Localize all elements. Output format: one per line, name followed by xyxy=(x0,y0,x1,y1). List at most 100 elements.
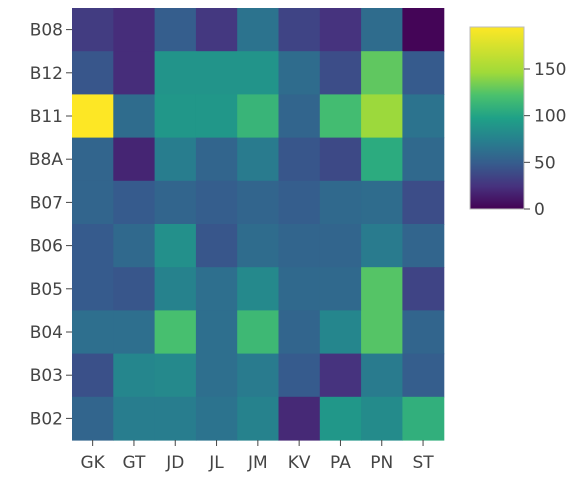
heatmap-cell-b04-st xyxy=(402,310,445,355)
heatmap-cell-b04-jm xyxy=(237,310,280,355)
heatmap-cell-b04-gk xyxy=(72,310,114,355)
heatmap-cell-b03-jd xyxy=(154,353,197,398)
heatmap-cell-b8a-jm xyxy=(237,137,280,182)
x-tick-label: JL xyxy=(208,453,224,473)
heatmap-cell-b8a-jl xyxy=(195,137,238,182)
y-axis: B08 B12 B11 B8A B07 B06 B05 B04 B03 B02 xyxy=(29,21,72,429)
x-tick-label: KV xyxy=(288,453,311,473)
heatmap-cell-b08-jm xyxy=(237,8,280,52)
heatmap-cell-b11-kv xyxy=(278,94,321,139)
y-tick-label: B05 xyxy=(30,280,63,300)
heatmap-cell-b03-pn xyxy=(361,353,403,398)
heatmap-cell-b07-jl xyxy=(195,180,238,225)
heatmap-cell-b07-pa xyxy=(319,180,362,225)
heatmap-cell-b08-pn xyxy=(361,8,403,52)
heatmap-cell-b06-jl xyxy=(195,224,238,268)
heatmap-cell-b11-st xyxy=(402,94,445,139)
heatmap-cell-b12-jd xyxy=(154,51,197,95)
heatmap-cell-b02-jd xyxy=(154,396,197,441)
heatmap-cell-b02-jl xyxy=(195,396,238,441)
heatmap-cell-b08-gt xyxy=(113,8,156,52)
heatmap-cell-b06-jm xyxy=(237,224,280,268)
heatmap-cell-b06-st xyxy=(402,224,445,268)
heatmap-cell-b08-st xyxy=(402,8,445,52)
heatmap-cells xyxy=(72,8,445,441)
heatmap-cell-b8a-kv xyxy=(278,137,321,182)
colorbar-ticks: 0 50 100 150 xyxy=(524,60,566,220)
x-tick-label: GK xyxy=(80,453,105,473)
colorbar-tick-label: 100 xyxy=(534,107,566,127)
heatmap-cell-b08-jl xyxy=(195,8,238,52)
y-tick-label: B06 xyxy=(30,237,63,257)
heatmap-cell-b12-pa xyxy=(319,51,362,95)
heatmap-cell-b05-jl xyxy=(195,267,238,311)
y-tick-label: B07 xyxy=(30,193,63,213)
x-tick-label: JD xyxy=(165,453,184,473)
y-tick-label: B08 xyxy=(30,21,63,41)
x-tick-label: GT xyxy=(122,453,146,473)
heatmap-cell-b11-jd xyxy=(154,94,197,139)
heatmap-cell-b8a-jd xyxy=(154,137,197,182)
heatmap-cell-b07-st xyxy=(402,180,445,225)
heatmap-cell-b07-kv xyxy=(278,180,321,225)
heatmap-cell-b05-jm xyxy=(237,267,280,311)
heatmap-cell-b03-st xyxy=(402,353,445,398)
heatmap-cell-b04-pn xyxy=(361,310,403,355)
y-tick-label: B04 xyxy=(30,323,63,343)
heatmap-cell-b03-jl xyxy=(195,353,238,398)
heatmap-cell-b12-gt xyxy=(113,51,156,95)
heatmap-cell-b8a-gt xyxy=(113,137,156,182)
heatmap-cell-b05-gt xyxy=(113,267,156,311)
x-tick-label: JM xyxy=(247,453,268,473)
heatmap-cell-b06-pn xyxy=(361,224,403,268)
colorbar-tick-label: 50 xyxy=(534,153,556,173)
heatmap-cell-b04-gt xyxy=(113,310,156,355)
heatmap-cell-b11-gt xyxy=(113,94,156,139)
y-tick-label: B03 xyxy=(30,366,63,386)
heatmap-cell-b04-jl xyxy=(195,310,238,355)
heatmap-cell-b8a-gk xyxy=(72,137,114,182)
colorbar-tick-label: 150 xyxy=(534,60,566,80)
heatmap-cell-b12-jl xyxy=(195,51,238,95)
heatmap-cell-b02-st xyxy=(402,396,445,441)
heatmap-cell-b12-jm xyxy=(237,51,280,95)
heatmap-cell-b04-jd xyxy=(154,310,197,355)
x-axis: GK GT JD JL JM KV PA PN ST xyxy=(80,440,434,473)
heatmap-cell-b06-kv xyxy=(278,224,321,268)
heatmap-cell-b08-gk xyxy=(72,8,114,52)
heatmap-cell-b08-jd xyxy=(154,8,197,52)
heatmap-cell-b12-st xyxy=(402,51,445,95)
x-tick-label: PN xyxy=(370,453,393,473)
heatmap-cell-b02-pn xyxy=(361,396,403,441)
heatmap-cell-b8a-st xyxy=(402,137,445,182)
heatmap-cell-b03-kv xyxy=(278,353,321,398)
heatmap-cell-b8a-pa xyxy=(319,137,362,182)
heatmap-cell-b02-pa xyxy=(319,396,362,441)
x-tick-label: ST xyxy=(412,453,434,473)
heatmap-cell-b08-kv xyxy=(278,8,321,52)
heatmap-cell-b06-gk xyxy=(72,224,114,268)
y-tick-label: B8A xyxy=(29,150,63,170)
heatmap-cell-b08-pa xyxy=(319,8,362,52)
colorbar: 0 50 100 150 xyxy=(469,26,566,220)
colorbar-gradient xyxy=(469,26,525,210)
heatmap-cell-b05-jd xyxy=(154,267,197,311)
heatmap-cell-b03-gk xyxy=(72,353,114,398)
heatmap-cell-b06-pa xyxy=(319,224,362,268)
heatmap-cell-b11-pa xyxy=(319,94,362,139)
heatmap-cell-b02-kv xyxy=(278,396,321,441)
heatmap-cell-b05-gk xyxy=(72,267,114,311)
heatmap-cell-b12-kv xyxy=(278,51,321,95)
heatmap-cell-b03-gt xyxy=(113,353,156,398)
heatmap-cell-b04-kv xyxy=(278,310,321,355)
heatmap-cell-b07-pn xyxy=(361,180,403,225)
heatmap-cell-b07-jd xyxy=(154,180,197,225)
x-tick-label: PA xyxy=(330,453,351,473)
heatmap-cell-b06-jd xyxy=(154,224,197,268)
heatmap-cell-b03-jm xyxy=(237,353,280,398)
heatmap-cell-b02-gt xyxy=(113,396,156,441)
heatmap-cell-b05-pn xyxy=(361,267,403,311)
heatmap-cell-b07-gk xyxy=(72,180,114,225)
heatmap-cell-b11-jl xyxy=(195,94,238,139)
